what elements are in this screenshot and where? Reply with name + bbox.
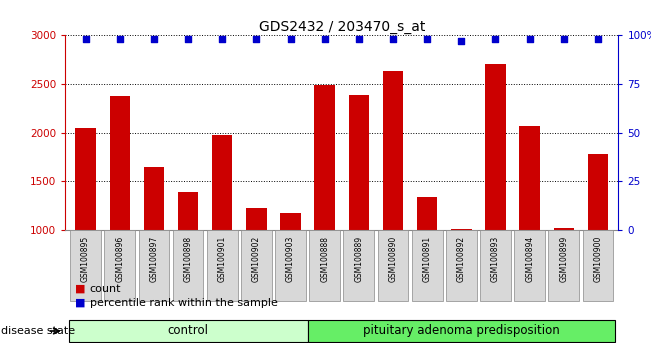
Bar [417,197,437,230]
FancyBboxPatch shape [308,320,615,342]
Point [115,36,125,42]
FancyBboxPatch shape [514,230,545,302]
Text: GSM100900: GSM100900 [594,236,602,282]
Point [320,36,330,42]
FancyBboxPatch shape [275,230,306,302]
Bar [144,167,164,230]
Text: disease state: disease state [1,326,75,336]
FancyBboxPatch shape [309,230,340,302]
Text: GSM100892: GSM100892 [457,236,466,282]
Bar [588,154,608,230]
FancyBboxPatch shape [68,320,308,342]
FancyBboxPatch shape [412,230,443,302]
Title: GDS2432 / 203470_s_at: GDS2432 / 203470_s_at [258,21,425,34]
Bar [76,128,96,230]
Text: GSM100893: GSM100893 [491,236,500,282]
Point [148,36,159,42]
Point [353,36,364,42]
Bar [178,192,199,230]
Text: percentile rank within the sample: percentile rank within the sample [90,298,278,308]
Point [388,36,398,42]
Text: count: count [90,284,121,293]
Point [559,36,569,42]
Bar [348,95,369,230]
FancyBboxPatch shape [583,230,613,302]
FancyBboxPatch shape [207,230,238,302]
Text: ■: ■ [75,298,85,308]
Text: GSM100902: GSM100902 [252,236,261,282]
FancyBboxPatch shape [480,230,511,302]
Text: pituitary adenoma predisposition: pituitary adenoma predisposition [363,325,560,337]
Bar [553,228,574,230]
Point [456,38,467,44]
Point [251,36,262,42]
Bar [314,85,335,230]
Point [490,36,501,42]
FancyBboxPatch shape [446,230,477,302]
FancyBboxPatch shape [548,230,579,302]
Bar [485,64,506,230]
FancyBboxPatch shape [173,230,203,302]
FancyBboxPatch shape [139,230,169,302]
Point [217,36,227,42]
Bar [109,96,130,230]
FancyBboxPatch shape [344,230,374,302]
Text: GSM100899: GSM100899 [559,236,568,282]
Bar [246,208,267,230]
Text: GSM100895: GSM100895 [81,236,90,282]
FancyBboxPatch shape [378,230,408,302]
Text: GSM100891: GSM100891 [422,236,432,282]
Text: GSM100903: GSM100903 [286,236,295,282]
Bar [212,135,232,230]
Point [593,36,603,42]
FancyBboxPatch shape [70,230,101,302]
Text: GSM100890: GSM100890 [389,236,398,282]
Bar [519,126,540,230]
Text: GSM100898: GSM100898 [184,236,193,282]
Point [285,36,296,42]
FancyBboxPatch shape [104,230,135,302]
Bar [383,72,403,230]
Text: GSM100897: GSM100897 [150,236,158,282]
Text: control: control [167,325,208,337]
Bar [281,212,301,230]
Point [80,36,90,42]
Text: GSM100901: GSM100901 [217,236,227,282]
Text: GSM100889: GSM100889 [354,236,363,282]
Bar [451,229,471,230]
Text: GSM100888: GSM100888 [320,236,329,282]
Point [525,36,535,42]
Point [183,36,193,42]
Text: GSM100894: GSM100894 [525,236,534,282]
Text: GSM100896: GSM100896 [115,236,124,282]
FancyBboxPatch shape [241,230,271,302]
Point [422,36,432,42]
Text: ■: ■ [75,284,85,293]
